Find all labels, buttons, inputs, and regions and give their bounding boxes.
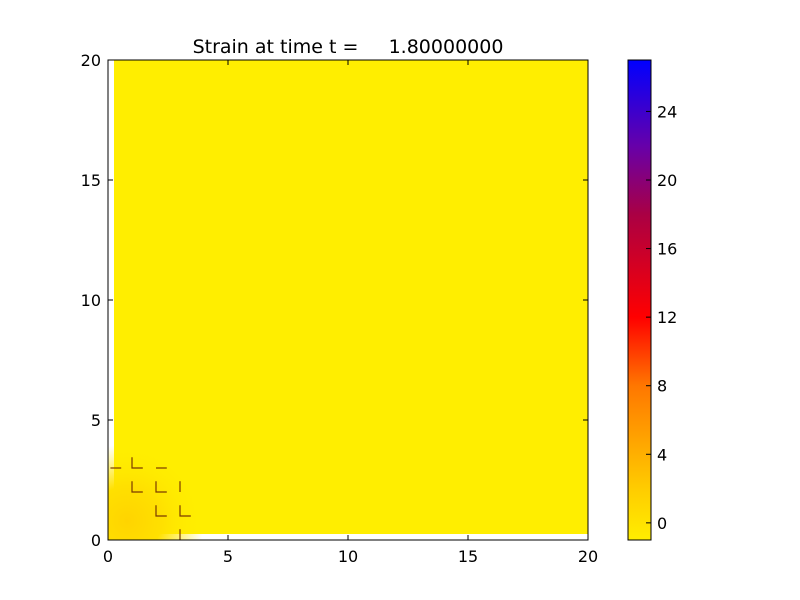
y-tick-label: 5 — [91, 411, 101, 430]
x-tick-label: 10 — [338, 547, 358, 566]
y-tick-label: 10 — [81, 291, 101, 310]
x-tick-label: 15 — [458, 547, 478, 566]
defect-mark — [155, 505, 167, 517]
colorbar-tick-label: 0 — [657, 514, 667, 533]
strain-field — [114, 60, 588, 534]
x-tick-label: 20 — [578, 547, 598, 566]
chart-title: Strain at time t = 1.80000000 — [193, 36, 504, 58]
y-axis-ticks: 0 5 10 15 20 — [81, 51, 588, 550]
colorbar-tick-label: 16 — [657, 240, 677, 259]
colorbar-tick-label: 4 — [657, 445, 667, 464]
plot-frame — [107, 59, 589, 541]
y-tick-label: 20 — [81, 51, 101, 70]
colorbar-tick-label: 12 — [657, 308, 677, 327]
defect-mark — [131, 481, 143, 493]
defect-marks — [110, 457, 191, 540]
y-tick-label: 0 — [91, 531, 101, 550]
colorbar-tick-label: 8 — [657, 377, 667, 396]
colorbar-tick-label: 20 — [657, 171, 677, 190]
defect-mark — [155, 481, 167, 493]
colorbar — [627, 59, 652, 541]
x-tick-label: 0 — [103, 547, 113, 566]
y-tick-label: 15 — [81, 171, 101, 190]
heatmap-field — [108, 60, 588, 540]
x-tick-label: 5 — [223, 547, 233, 566]
colorbar-tick-label: 24 — [657, 102, 677, 121]
strain-hotspot — [108, 444, 204, 540]
defect-mark — [179, 505, 191, 517]
colorbar-ticks: 0 4 8 12 16 20 24 — [646, 102, 677, 533]
defect-mark — [131, 457, 143, 469]
